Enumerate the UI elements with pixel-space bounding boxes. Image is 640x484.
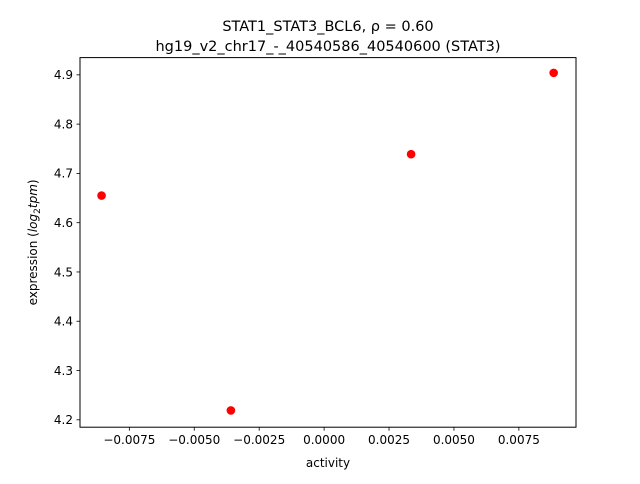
y-axis-label-prefix: expression (	[26, 232, 40, 305]
x-tick-label: 0.0000	[303, 433, 345, 447]
chart-title-line2: hg19_v2_chr17_-_40540586_40540600 (STAT3…	[155, 39, 500, 55]
y-axis: 4.2 4.3 4.4 4.5 4.6 4.7 4.8 4.9	[54, 68, 80, 427]
x-tick-label: −0.0075	[103, 433, 155, 447]
y-tick-label: 4.5	[54, 265, 73, 279]
y-axis-label-log: log	[26, 213, 40, 232]
chart-title-line1: STAT1_STAT3_BCL6, ρ = 0.60	[222, 19, 433, 35]
data-point	[549, 68, 558, 78]
x-tick-label: −0.0025	[233, 433, 285, 447]
x-axis-label: activity	[306, 456, 350, 470]
x-tick-label: 0.0075	[498, 433, 540, 447]
x-axis: −0.0075 −0.0050 −0.0025 0.0000 0.0025 0.0050 0…	[103, 427, 540, 447]
y-tick-label: 4.7	[54, 167, 73, 181]
y-axis-label: expression (log2tpm)	[26, 179, 43, 305]
plot-area	[79, 57, 577, 428]
data-point	[406, 149, 416, 159]
x-tick-label: 0.0050	[433, 433, 475, 447]
y-tick-label: 4.4	[54, 315, 73, 329]
y-axis-label-suffix: )	[26, 179, 40, 184]
y-tick-label: 4.6	[54, 216, 73, 230]
y-tick-label: 4.9	[54, 68, 73, 82]
data-point	[97, 191, 106, 200]
y-tick-label: 4.3	[54, 364, 73, 378]
data-points	[97, 68, 558, 415]
y-axis-label-tpm: tpm	[26, 184, 40, 208]
y-tick-label: 4.8	[54, 117, 73, 131]
data-point	[226, 406, 236, 415]
y-tick-label: 4.2	[54, 413, 73, 427]
x-tick-label: 0.0025	[368, 433, 410, 447]
x-tick-label: −0.0050	[168, 433, 220, 447]
y-axis-label-subscript: 2	[33, 208, 43, 214]
